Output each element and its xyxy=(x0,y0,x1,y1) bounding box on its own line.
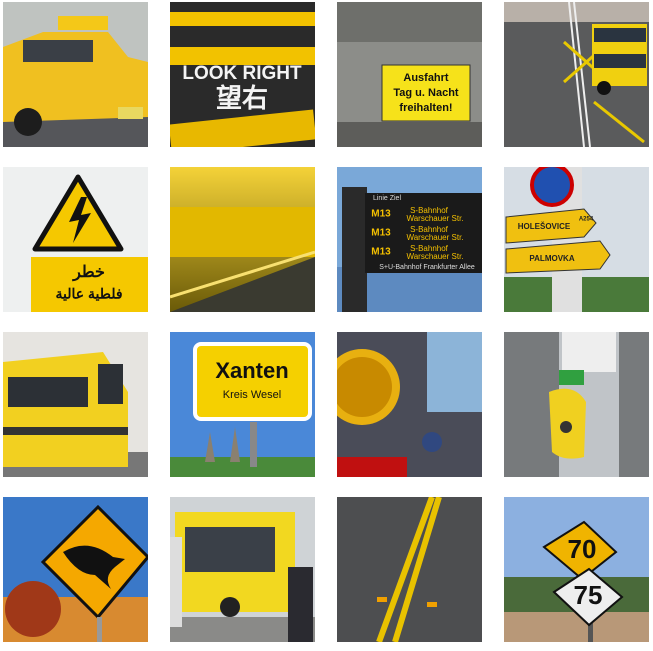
shape xyxy=(365,193,482,273)
shape xyxy=(597,81,611,95)
shape xyxy=(170,12,315,26)
shape xyxy=(58,16,108,30)
shape xyxy=(381,64,471,122)
sign-text: PALMOVKA xyxy=(529,254,574,263)
photo-tile xyxy=(170,167,315,312)
shape xyxy=(505,240,611,274)
shape xyxy=(31,257,148,312)
shape xyxy=(23,40,93,62)
photo-tile xyxy=(3,2,148,147)
sign-text: Ausfahrt xyxy=(403,72,449,84)
shape xyxy=(170,257,315,312)
sign-text: S-Bahnhof xyxy=(410,206,449,215)
sign-text: Xanten xyxy=(215,358,288,383)
shape xyxy=(3,427,128,435)
shape xyxy=(205,427,240,462)
sign-text: S+U-Bahnhof Frankfurter Allee xyxy=(379,264,475,271)
shape xyxy=(559,370,584,385)
shape xyxy=(505,208,597,244)
shape xyxy=(220,597,240,617)
shape xyxy=(250,422,257,467)
shape xyxy=(170,250,315,299)
shape xyxy=(377,597,387,602)
photo-tile xyxy=(3,497,148,642)
shape xyxy=(376,497,442,642)
sign-text: LOOK RIGHT xyxy=(182,63,302,84)
shape xyxy=(422,432,442,452)
photo-tile xyxy=(337,332,482,477)
photo-tile xyxy=(3,332,148,477)
shape xyxy=(427,602,437,607)
shape xyxy=(530,167,574,207)
shape xyxy=(63,545,125,589)
sign-text: HOLEŠOVICE xyxy=(518,222,571,231)
photo-tile xyxy=(504,2,649,147)
shape xyxy=(560,421,572,433)
sign-text: M13 xyxy=(371,209,391,220)
sign-text: freihalten! xyxy=(399,102,452,114)
photo-tile: 70 75 xyxy=(504,497,649,642)
shape xyxy=(594,28,646,42)
shape xyxy=(8,377,88,407)
shape xyxy=(337,457,407,477)
photo-tile xyxy=(337,497,482,642)
sign-text: Linie Ziel xyxy=(373,195,401,202)
shape xyxy=(562,332,616,372)
sign-text: 望右 xyxy=(216,83,268,113)
shape xyxy=(170,109,315,147)
shape xyxy=(504,612,649,642)
photo-tile xyxy=(504,332,649,477)
shape xyxy=(288,567,313,642)
shape xyxy=(337,357,392,417)
sign-text: M13 xyxy=(371,228,391,239)
shape xyxy=(427,332,482,412)
sign-text: 75 xyxy=(574,580,603,610)
sign-text: Tag u. Nacht xyxy=(393,87,459,99)
shape xyxy=(504,2,649,22)
shape xyxy=(170,47,315,65)
photo-tile: Xanten Kreis Wesel xyxy=(170,332,315,477)
shape xyxy=(337,497,482,642)
shape xyxy=(5,581,61,637)
shape xyxy=(552,567,624,627)
sign-text: Warschauer Str. xyxy=(406,233,463,242)
shape xyxy=(170,457,315,477)
sign-text: فلطية عالية xyxy=(55,286,122,302)
sign-text: S-Bahnhof xyxy=(410,225,449,234)
photo-tile xyxy=(170,497,315,642)
shape xyxy=(170,207,315,257)
shape xyxy=(193,342,312,421)
sign-text: S-Bahnhof xyxy=(410,244,449,253)
shape xyxy=(69,197,91,243)
photo-tile: Ausfahrt Tag u. Nacht freihalten! xyxy=(337,2,482,147)
shape xyxy=(97,617,102,642)
sign-text: 70 xyxy=(568,534,597,564)
shape xyxy=(185,527,275,572)
shape xyxy=(118,107,143,119)
shape xyxy=(542,520,618,581)
shape xyxy=(594,54,646,68)
sign-text: A254 xyxy=(579,217,594,223)
photo-tile: HOLEŠOVICE PALMOVKA A254 xyxy=(504,167,649,312)
shape xyxy=(342,187,367,312)
shape xyxy=(98,364,123,404)
sign-text: Warschauer Str. xyxy=(406,252,463,261)
shape xyxy=(14,108,42,136)
sign-text: Kreis Wesel xyxy=(223,389,281,401)
shape xyxy=(170,537,182,627)
shape xyxy=(568,2,591,147)
sign-text: خطر xyxy=(72,264,105,282)
shape xyxy=(337,2,482,42)
sign-text: Warschauer Str. xyxy=(406,214,463,223)
sign-text: M13 xyxy=(371,247,391,258)
photo-tile: خطر فلطية عالية xyxy=(3,167,148,312)
shape xyxy=(337,122,482,147)
